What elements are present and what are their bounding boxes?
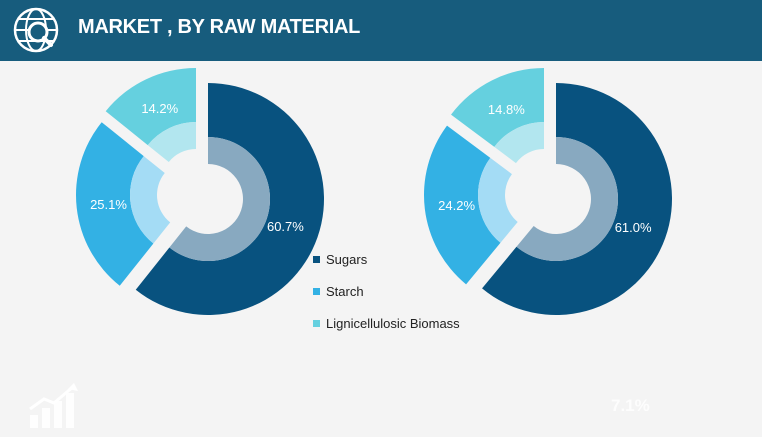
legend-label-biomass: Lignicellulosic Biomass <box>326 316 460 331</box>
donut-1-label-sugars: 60.7% <box>267 219 304 234</box>
donut-2-inner-starch <box>478 157 518 243</box>
donut-1-inner-lignicellulosic-biomass <box>147 122 196 163</box>
header-bar: MARKET , BY RAW MATERIAL <box>0 0 762 61</box>
donut-charts: 60.7% 25.1% 14.2% 61.0% 24.2% 14.8% <box>76 68 672 316</box>
donut-2-label-sugars: 61.0% <box>615 220 652 235</box>
donut-1-label-lignicellulosic-biomass: 14.2% <box>141 101 178 116</box>
donut-1-label-starch: 25.1% <box>90 197 127 212</box>
page-title: MARKET , BY RAW MATERIAL <box>78 16 361 38</box>
donut-1-inner-starch <box>130 156 171 244</box>
legend-swatch-starch <box>313 288 320 295</box>
legend-swatch-sugars <box>313 256 320 263</box>
donut-2-inner-sugars <box>516 137 619 261</box>
legend-label-starch: Starch <box>326 284 364 299</box>
donut-2-slice-starch <box>423 125 501 285</box>
donut-2-slice-sugars <box>482 83 672 315</box>
legend-label-sugars: Sugars <box>326 252 368 267</box>
donut-1-slice-starch <box>76 122 154 286</box>
donut-1-inner-sugars <box>169 137 270 261</box>
legend-swatch-biomass <box>313 320 320 327</box>
donut-1-slice-sugars <box>135 83 325 316</box>
footer-faint-value: 7.1% <box>611 396 650 415</box>
donut-1-slice-lignicellulosic-biomass <box>105 68 196 146</box>
donut-2-slice-lignicellulosic-biomass <box>451 68 544 147</box>
donut-2-label-starch: 24.2% <box>438 198 475 213</box>
donut-2-label-lignicellulosic-biomass: 14.8% <box>488 102 525 117</box>
donut-2-inner-lignicellulosic-biomass <box>494 122 544 164</box>
growth-chart-icon <box>29 383 78 428</box>
globe-search-icon <box>13 7 59 53</box>
